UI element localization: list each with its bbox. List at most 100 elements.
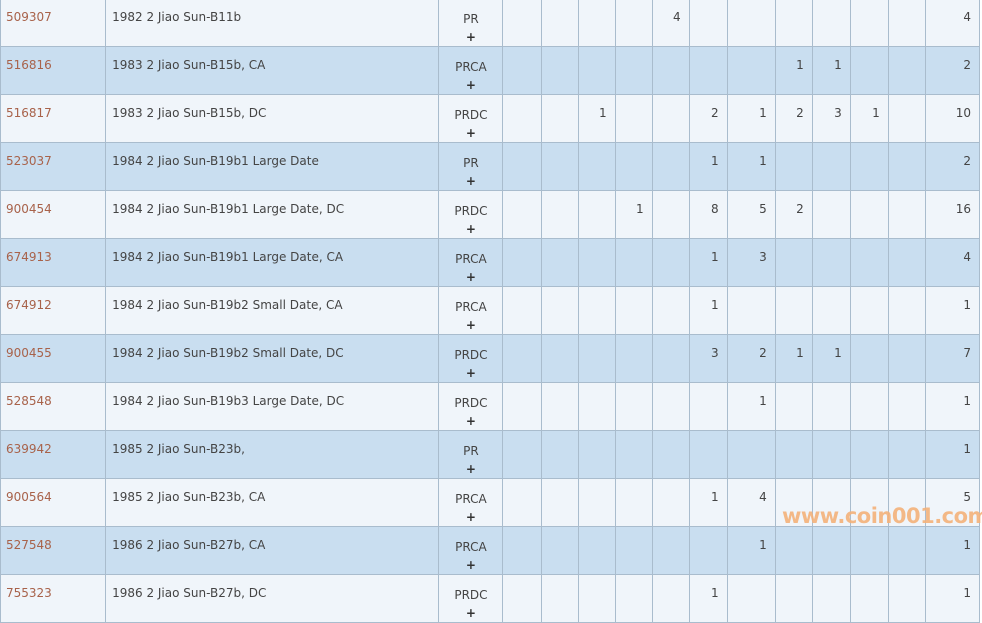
cert-id-link[interactable]: 509307 (6, 10, 52, 24)
grade-count-cell (887, 430, 926, 479)
grade-count-cell (502, 526, 542, 575)
cert-id-cell: 527548 (0, 526, 107, 575)
grade-count-cell (540, 574, 579, 623)
grade-count-cell (811, 574, 851, 623)
cert-id-link[interactable]: 674912 (6, 298, 52, 312)
grade-count-cell: 1 (688, 238, 728, 287)
grade-count-cell (651, 334, 690, 383)
grade-count-cell (849, 46, 889, 95)
total-cell: 1 (924, 286, 981, 335)
grade-count-cell (577, 526, 616, 575)
expand-plus-button[interactable]: + (465, 318, 476, 332)
description-cell: 1984 2 Jiao Sun-B19b2 Small Date, DC (105, 334, 440, 383)
grade-count-cell: 5 (726, 190, 776, 239)
designation-label: PRDC (454, 396, 488, 410)
grade-count-cell (849, 286, 889, 335)
grade-count-cell (849, 142, 889, 191)
cert-id-cell: 674912 (0, 286, 107, 335)
cert-id-cell: 900455 (0, 334, 107, 383)
grade-count-cell (614, 142, 653, 191)
designation-label: PRDC (454, 204, 488, 218)
table-row: 755323 1986 2 Jiao Sun-B27b, DC PRDC +1 1 (0, 574, 981, 623)
designation-cell: PRDC + (438, 94, 504, 143)
grade-count-cell (502, 190, 542, 239)
cert-id-link[interactable]: 755323 (6, 586, 52, 600)
cert-id-link[interactable]: 900454 (6, 202, 52, 216)
expand-plus-button[interactable]: + (465, 462, 476, 476)
table-row: 509307 1982 2 Jiao Sun-B11b PR +4 4 (0, 0, 981, 47)
description-cell: 1985 2 Jiao Sun-B23b, CA (105, 478, 440, 527)
total-cell: 2 (924, 142, 981, 191)
grade-count-cell (614, 238, 653, 287)
grade-count-cell: 2 (688, 94, 728, 143)
grade-count-cell (887, 94, 926, 143)
grade-count-cell (887, 286, 926, 335)
expand-plus-button[interactable]: + (465, 414, 476, 428)
table-row: 523037 1984 2 Jiao Sun-B19b1 Large Date PR… (0, 142, 981, 191)
total-cell: 1 (924, 574, 981, 623)
grade-count-cell: 1 (811, 334, 851, 383)
expand-plus-button[interactable]: + (465, 30, 476, 44)
description-cell: 1982 2 Jiao Sun-B11b (105, 0, 440, 47)
designation-cell: PRDC + (438, 334, 504, 383)
grade-count-cell (811, 190, 851, 239)
expand-plus-button[interactable]: + (465, 366, 476, 380)
grade-count-cell (774, 526, 813, 575)
grade-count-cell (577, 574, 616, 623)
grade-count-cell: 2 (774, 94, 813, 143)
cert-id-cell: 523037 (0, 142, 107, 191)
grade-count-cell (614, 430, 653, 479)
expand-plus-button[interactable]: + (465, 606, 476, 620)
grade-count-cell: 4 (651, 0, 690, 47)
cert-id-link[interactable]: 674913 (6, 250, 52, 264)
table-row: 900454 1984 2 Jiao Sun-B19b1 Large Date, … (0, 190, 981, 239)
cert-id-link[interactable]: 528548 (6, 394, 52, 408)
description-cell: 1983 2 Jiao Sun-B15b, DC (105, 94, 440, 143)
expand-plus-button[interactable]: + (465, 558, 476, 572)
grade-count-cell: 1 (688, 478, 728, 527)
cert-id-cell: 674913 (0, 238, 107, 287)
grade-count-cell: 1 (811, 46, 851, 95)
cert-id-cell: 509307 (0, 0, 107, 47)
expand-plus-button[interactable]: + (465, 222, 476, 236)
table-row: 674912 1984 2 Jiao Sun-B19b2 Small Date, … (0, 286, 981, 335)
expand-plus-button[interactable]: + (465, 510, 476, 524)
grade-count-cell: 1 (688, 574, 728, 623)
grade-count-cell (540, 46, 579, 95)
designation-cell: PR + (438, 142, 504, 191)
expand-plus-button[interactable]: + (465, 78, 476, 92)
grade-count-cell: 1 (688, 142, 728, 191)
grade-count-cell (577, 478, 616, 527)
total-cell: 10 (924, 94, 981, 143)
cert-id-link[interactable]: 900564 (6, 490, 52, 504)
grade-count-cell (887, 574, 926, 623)
total-cell: 5 (924, 478, 981, 527)
expand-plus-button[interactable]: + (465, 174, 476, 188)
grade-count-cell (614, 0, 653, 47)
expand-plus-button[interactable]: + (465, 126, 476, 140)
grade-count-cell (577, 46, 616, 95)
grade-count-cell (811, 430, 851, 479)
grade-count-cell (811, 142, 851, 191)
grade-count-cell (849, 382, 889, 431)
grade-count-cell (774, 430, 813, 479)
cert-id-link[interactable]: 527548 (6, 538, 52, 552)
cert-id-link[interactable]: 516817 (6, 106, 52, 120)
grade-count-cell (849, 430, 889, 479)
grade-count-cell (887, 478, 926, 527)
grade-count-cell (774, 286, 813, 335)
grade-count-cell (614, 286, 653, 335)
grade-count-cell (614, 478, 653, 527)
cert-id-link[interactable]: 516816 (6, 58, 52, 72)
grade-count-cell (726, 46, 776, 95)
grade-count-cell: 1 (614, 190, 653, 239)
grade-count-cell (502, 574, 542, 623)
grade-count-cell (811, 382, 851, 431)
grade-count-cell (849, 0, 889, 47)
cert-id-link[interactable]: 523037 (6, 154, 52, 168)
expand-plus-button[interactable]: + (465, 270, 476, 284)
cert-id-link[interactable]: 639942 (6, 442, 52, 456)
designation-cell: PRCA + (438, 46, 504, 95)
cert-id-link[interactable]: 900455 (6, 346, 52, 360)
